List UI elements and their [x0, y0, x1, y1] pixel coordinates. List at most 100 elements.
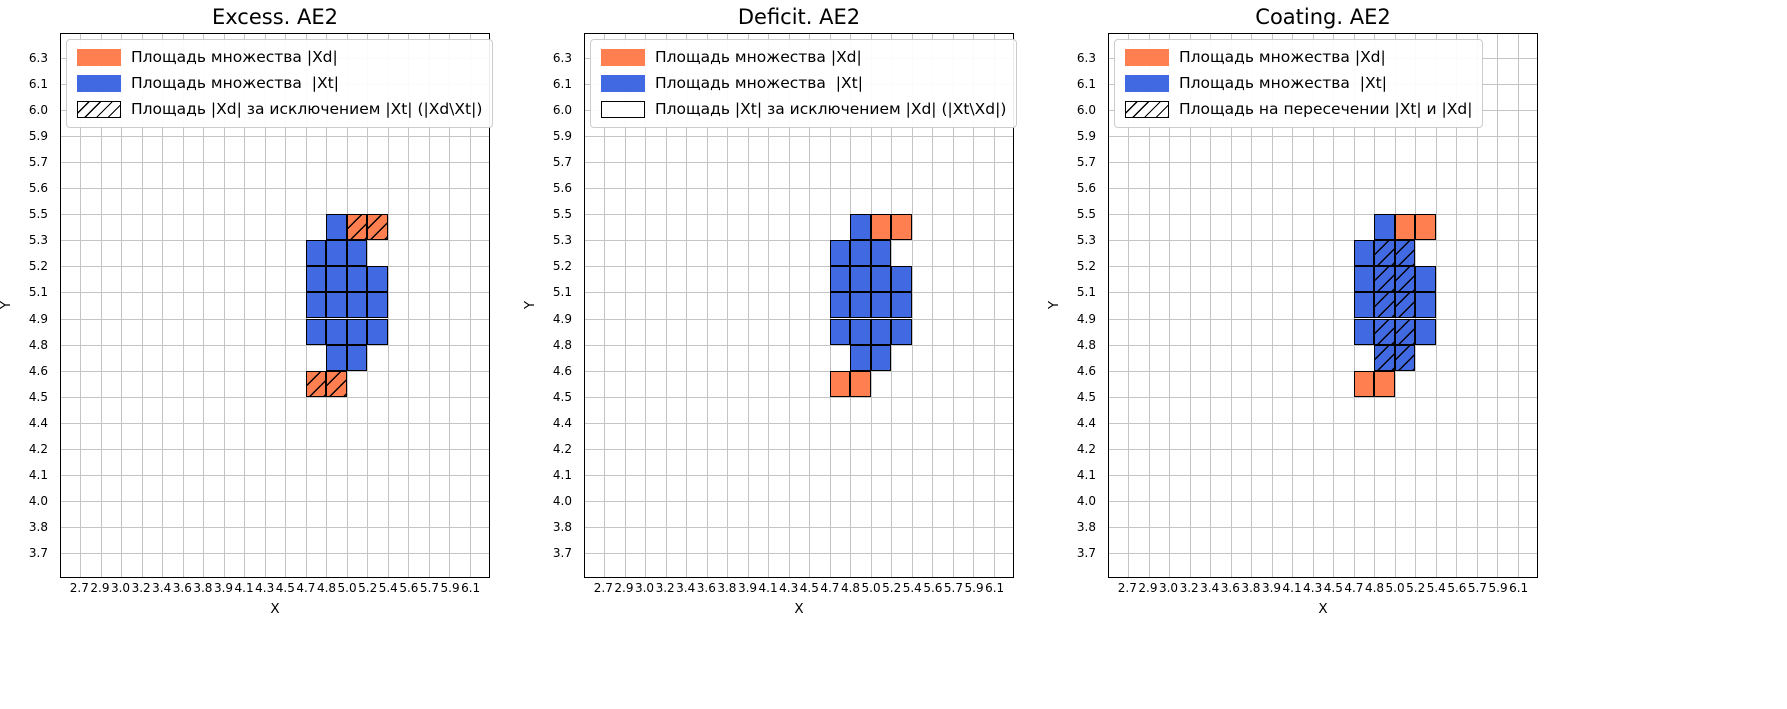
- plot-cell-xt-hatched: [1374, 292, 1395, 319]
- plot-cell-xt: [870, 292, 892, 319]
- y-tick-labels: 3.7 3.8 4.0 4.1 4.2 4.4 4.5 4.6 4.8 4.9 5.1 5.2 5.3 5…: [1048, 33, 1102, 578]
- x-tick-label: 6.1: [461, 581, 481, 595]
- plot-cell-xt: [346, 344, 368, 371]
- grid-line-horizontal: [585, 162, 1013, 164]
- grid-line-vertical: [162, 34, 164, 577]
- x-tick-labels: 2.7 2.9 3.0 3.2 3.4 3.6 3.8 3.9 4.1 4.3 4.5 4.7 4.8 5…: [60, 581, 490, 596]
- grid-line-horizontal: [1109, 396, 1537, 398]
- y-tick-label: 5.5: [1076, 207, 1096, 222]
- y-tick-label: 5.6: [552, 181, 572, 196]
- plot-cell-xt: [367, 318, 388, 345]
- legend-entry: Площадь множества |Xt|: [1125, 74, 1472, 93]
- x-tick-label: 6.1: [985, 581, 1005, 595]
- plot-cell-xt: [326, 292, 347, 319]
- plot-area: Площадь множества |Xd| Площадь множества …: [584, 33, 1018, 578]
- x-axis-label: X: [270, 601, 280, 617]
- x-tick-label: 5.4: [902, 581, 922, 595]
- x-tick-label: 3.6: [1220, 581, 1240, 595]
- grid-line-vertical: [1169, 34, 1171, 577]
- legend-swatch-outline: [601, 101, 645, 118]
- legend-entry: Площадь |Xd| за исключением |Xt| (|Xd\Xt…: [77, 100, 482, 119]
- y-tick-label: 6.3: [1076, 50, 1096, 65]
- y-tick-label: 6.0: [28, 102, 48, 117]
- x-tick-label: 2.7: [593, 581, 613, 595]
- plot-cell-xt: [1415, 318, 1436, 345]
- y-tick-label: 5.9: [552, 128, 572, 143]
- grid-line-vertical: [1476, 34, 1478, 577]
- x-tick-label: 5.6: [399, 581, 419, 595]
- y-tick-label: 4.0: [28, 494, 48, 509]
- plot-cell-xt: [850, 214, 871, 241]
- legend-label: Площадь множества |Xd|: [1179, 48, 1386, 66]
- y-tick-label: 6.3: [28, 50, 48, 65]
- y-tick-label: 5.3: [28, 233, 48, 248]
- grid-line-horizontal: [1109, 552, 1537, 554]
- y-tick-label: 5.2: [28, 259, 48, 274]
- x-tick-label: 4.8: [316, 581, 337, 595]
- grid-line-vertical: [223, 34, 225, 577]
- grid-line-horizontal: [585, 526, 1013, 528]
- grid-line-vertical: [1230, 34, 1232, 577]
- grid-line-horizontal: [1109, 266, 1537, 268]
- x-tick-label: 4.1: [758, 581, 778, 595]
- x-tick-label: 5.0: [861, 581, 881, 595]
- legend-entry: Площадь множества |Xd|: [77, 48, 482, 67]
- grid-line-horizontal: [61, 500, 489, 502]
- y-tick-label: 3.8: [1076, 520, 1096, 535]
- grid-line-vertical: [624, 34, 626, 577]
- grid-line-vertical: [1148, 34, 1150, 577]
- x-axis-label: X: [794, 601, 804, 617]
- y-tick-label: 4.4: [1076, 415, 1096, 430]
- plot-area: Площадь множества |Xd| Площадь множества …: [60, 33, 494, 578]
- grid-line-vertical: [1333, 34, 1335, 577]
- x-tick-label: 3.0: [110, 581, 131, 595]
- plot-cell-xt: [870, 344, 892, 371]
- legend-label: Площадь множества |Xd|: [655, 48, 862, 66]
- plot-cell-xd: [1415, 214, 1436, 241]
- legend-swatch-hatch: [1125, 101, 1169, 118]
- grid-line-vertical: [1517, 34, 1519, 577]
- grid-line-horizontal: [1109, 422, 1537, 424]
- x-tick-label: 3.2: [655, 581, 675, 595]
- grid-line-horizontal: [61, 422, 489, 424]
- y-tick-label: 4.5: [1076, 389, 1096, 404]
- cells-layer: [585, 34, 1013, 577]
- grid-line-vertical: [768, 34, 770, 577]
- x-tick-label: 3.0: [1158, 581, 1179, 595]
- grid-line-horizontal: [61, 240, 489, 242]
- grid-line-vertical: [973, 34, 975, 577]
- plot-cell-xt-hatched: [1374, 266, 1395, 293]
- y-tick-label: 3.7: [1076, 546, 1096, 561]
- grid-line-vertical: [686, 34, 688, 577]
- plot-cell-xt: [1374, 214, 1395, 241]
- plot-cell-xt: [850, 292, 871, 319]
- x-tick-label: 3.8: [717, 581, 737, 595]
- plot-cell-xt: [346, 266, 368, 293]
- grid-line-vertical: [1497, 34, 1499, 577]
- grid-line-vertical: [911, 34, 913, 577]
- x-tick-label: 3.2: [131, 581, 151, 595]
- y-tick-label: 4.5: [28, 389, 48, 404]
- x-tick-label: 5.9: [964, 581, 984, 595]
- y-tick-label: 4.4: [28, 415, 48, 430]
- plot-cell-xt: [1415, 292, 1436, 319]
- y-tick-label: 6.0: [552, 102, 572, 117]
- y-tick-labels: 3.7 3.8 4.0 4.1 4.2 4.4 4.5 4.6 4.8 4.9 5.1 5.2 5.3 5…: [0, 33, 54, 578]
- x-tick-label: 3.9: [737, 581, 758, 595]
- grid-line-horizontal: [1109, 318, 1537, 320]
- y-tick-label: 4.0: [1076, 494, 1096, 509]
- subplot-deficit: Deficit. AE2 Y 3.7 3.8 4.0 4.1 4.2 4.4 4.5 4.6 4…: [522, 0, 1048, 709]
- x-tick-label: 2.9: [90, 581, 110, 595]
- plot-cell-xt-hatched: [1394, 266, 1416, 293]
- legend-label: Площадь на пересечении |Xt| и |Xd|: [1179, 100, 1473, 118]
- plot-cell-xt: [850, 240, 871, 267]
- grid-line-vertical: [932, 34, 934, 577]
- grid-line-vertical: [645, 34, 647, 577]
- y-tick-label: 5.7: [1076, 154, 1096, 169]
- plot-cell-xt: [870, 240, 892, 267]
- plot-cell-xt: [1353, 240, 1375, 267]
- x-tick-label: 5.7: [419, 581, 439, 595]
- x-tick-labels: 2.7 2.9 3.0 3.2 3.4 3.6 3.8 3.9 4.1 4.3 4.5 4.7 4.8 5…: [1108, 581, 1538, 596]
- legend-label: Площадь |Xt| за исключением |Xd| (|Xt\Xd…: [655, 100, 1007, 118]
